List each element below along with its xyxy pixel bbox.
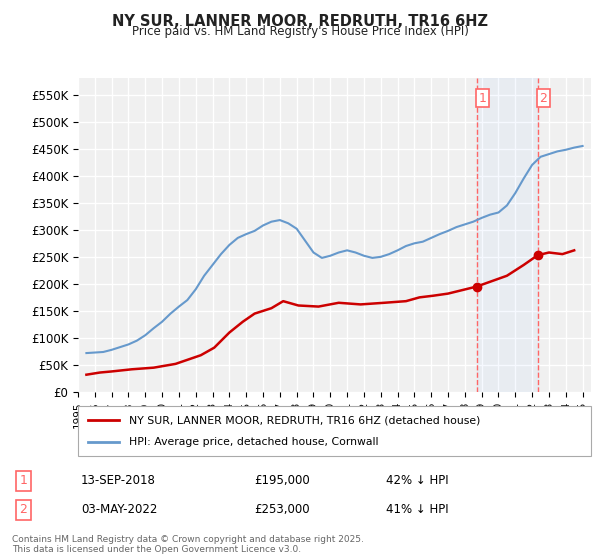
Text: NY SUR, LANNER MOOR, REDRUTH, TR16 6HZ (detached house): NY SUR, LANNER MOOR, REDRUTH, TR16 6HZ (… bbox=[130, 415, 481, 425]
Text: Contains HM Land Registry data © Crown copyright and database right 2025.
This d: Contains HM Land Registry data © Crown c… bbox=[12, 535, 364, 554]
Text: £253,000: £253,000 bbox=[254, 503, 310, 516]
Text: 1: 1 bbox=[478, 92, 486, 105]
Text: 42% ↓ HPI: 42% ↓ HPI bbox=[386, 474, 449, 487]
FancyBboxPatch shape bbox=[78, 406, 591, 456]
Text: 2: 2 bbox=[539, 92, 547, 105]
Text: 2: 2 bbox=[20, 503, 28, 516]
Text: 1: 1 bbox=[20, 474, 28, 487]
Text: 03-MAY-2022: 03-MAY-2022 bbox=[81, 503, 157, 516]
Text: NY SUR, LANNER MOOR, REDRUTH, TR16 6HZ: NY SUR, LANNER MOOR, REDRUTH, TR16 6HZ bbox=[112, 14, 488, 29]
Text: Price paid vs. HM Land Registry's House Price Index (HPI): Price paid vs. HM Land Registry's House … bbox=[131, 25, 469, 38]
Text: £195,000: £195,000 bbox=[254, 474, 310, 487]
Text: HPI: Average price, detached house, Cornwall: HPI: Average price, detached house, Corn… bbox=[130, 437, 379, 447]
Text: 13-SEP-2018: 13-SEP-2018 bbox=[81, 474, 156, 487]
Bar bbox=[476, 78, 538, 392]
Text: 41% ↓ HPI: 41% ↓ HPI bbox=[386, 503, 449, 516]
